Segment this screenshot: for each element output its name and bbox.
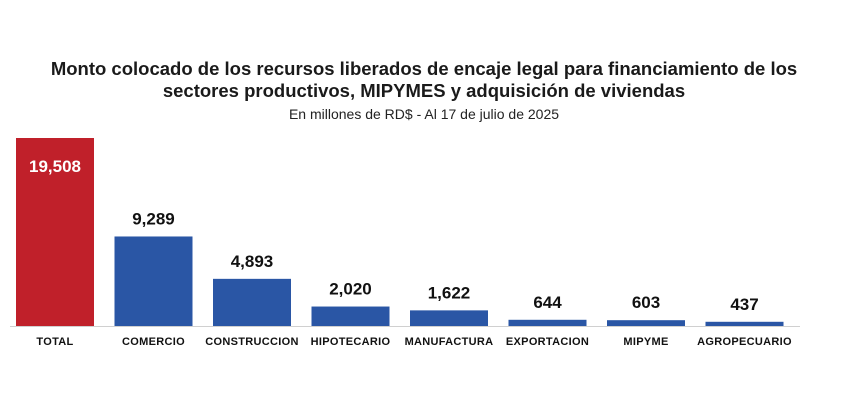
chart-title-line-2: sectores productivos, MIPYMES y adquisic… <box>162 80 686 101</box>
data-label-exportacion: 644 <box>533 293 562 312</box>
category-label-total: TOTAL <box>36 336 73 348</box>
category-label-manufactura: MANUFACTURA <box>405 336 494 348</box>
category-label-mipyme: MIPYME <box>623 336 668 348</box>
bar-total <box>16 138 94 326</box>
bar-exportacion <box>508 319 587 326</box>
data-label-agropecuario: 437 <box>730 295 758 314</box>
data-label-mipyme: 603 <box>632 293 660 312</box>
data-label-manufactura: 1,622 <box>428 283 471 302</box>
chart-title: Monto colocado de los recursos liberados… <box>0 58 848 102</box>
bar-hipotecario <box>311 306 390 326</box>
bar-construccion <box>213 278 291 326</box>
chart-title-line-1: Monto colocado de los recursos liberados… <box>50 58 798 79</box>
data-label-comercio: 9,289 <box>132 209 175 228</box>
category-label-construccion: CONSTRUCCION <box>205 336 298 348</box>
data-label-total: 19,508 <box>29 157 81 176</box>
bar-agropecuario <box>705 321 784 326</box>
bar-comercio <box>114 236 193 326</box>
data-label-construccion: 4,893 <box>231 252 274 271</box>
category-label-agropecuario: AGROPECUARIO <box>697 336 792 348</box>
category-label-exportacion: EXPORTACION <box>506 336 589 348</box>
category-label-comercio: COMERCIO <box>122 336 185 348</box>
chart-subtitle: En millones de RD$ - Al 17 de julio de 2… <box>288 106 560 122</box>
bar-mipyme <box>607 320 685 326</box>
bar-manufactura <box>410 310 488 326</box>
category-label-hipotecario: HIPOTECARIO <box>311 336 391 348</box>
data-label-hipotecario: 2,020 <box>329 280 372 299</box>
